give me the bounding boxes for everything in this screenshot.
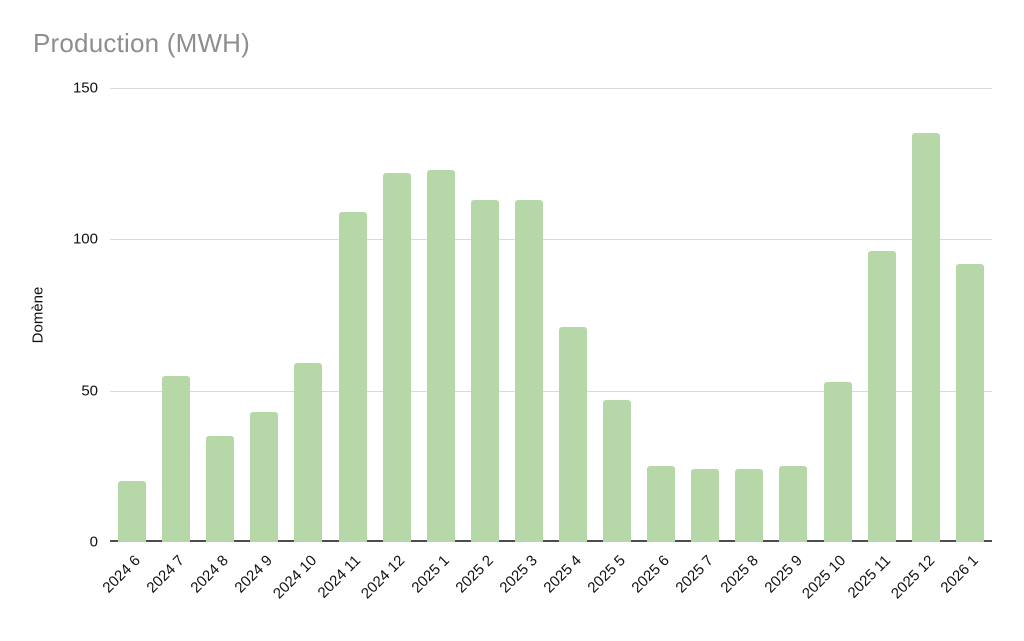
y-tick-label: 100: [72, 230, 98, 248]
x-tick-label: 2024 11: [314, 552, 365, 602]
bar-cell: [198, 88, 242, 542]
bar-cell: [948, 88, 992, 542]
bar-2026-1: [955, 263, 984, 542]
bar-cell: [330, 88, 374, 542]
bar-2025-12: [911, 133, 940, 542]
bar-cell: [551, 88, 595, 542]
bar-2025-3: [514, 200, 543, 542]
bar-cell: [816, 88, 860, 542]
bar-series: [110, 88, 992, 542]
x-tick-label: 2025 11: [844, 552, 894, 602]
bar-cell: [507, 88, 551, 542]
bar-2024-10: [294, 363, 323, 542]
gridline: [110, 390, 992, 392]
x-tick-label: 2024 12: [358, 552, 409, 603]
x-tick-label: 2025 8: [716, 552, 762, 597]
bar-cell: [639, 88, 683, 542]
x-tick-label: 2025 4: [540, 552, 586, 597]
bar-cell: [860, 88, 904, 542]
y-tick-label: 50: [81, 382, 98, 400]
x-tick-label: 2024 8: [187, 552, 233, 597]
x-tick-label: 2025 7: [672, 552, 718, 597]
bar-cell: [154, 88, 198, 542]
x-tick-label: 2025 1: [408, 552, 453, 597]
bar-2024-12: [382, 172, 411, 542]
x-tick-label: 2026 1: [937, 552, 982, 597]
bar-cell: [375, 88, 419, 542]
bar-cell: [595, 88, 639, 542]
chart-title: Production (MWH): [33, 28, 251, 58]
x-tick-label: 2024 7: [143, 552, 189, 597]
x-tick-label: 2025 12: [887, 552, 938, 603]
bar-2025-5: [603, 399, 632, 542]
bar-2025-6: [647, 466, 676, 542]
bar-cell: [727, 88, 771, 542]
x-axis-baseline: [110, 540, 992, 542]
bar-2024-9: [250, 411, 279, 542]
x-tick-label: 2024 6: [99, 552, 145, 597]
bar-cell: [242, 88, 286, 542]
bar-cell: [683, 88, 727, 542]
y-axis-title: Domène: [29, 286, 47, 344]
bar-2024-7: [162, 375, 191, 542]
x-tick-label: 2025 2: [452, 552, 497, 597]
gridline: [110, 88, 992, 89]
bar-2025-10: [823, 381, 852, 542]
x-tick-label: 2025 5: [584, 552, 630, 597]
bar-cell: [904, 88, 948, 542]
bar-cell: [419, 88, 463, 542]
bar-2025-11: [867, 251, 896, 542]
bar-2025-4: [558, 327, 587, 542]
x-tick-label: 2025 10: [799, 552, 850, 603]
bar-cell: [110, 88, 154, 542]
bar-cell: [463, 88, 507, 542]
gridline: [110, 239, 992, 241]
bar-cell: [286, 88, 330, 542]
plot-area: 0 50 100 150: [73, 80, 992, 551]
bar-2025-8: [735, 469, 764, 542]
y-tick-label: 0: [89, 533, 98, 551]
bar-2025-7: [691, 469, 720, 542]
x-tick-label: 2024 10: [270, 552, 321, 603]
y-tick-label: 150: [72, 79, 98, 97]
bar-2024-8: [206, 436, 235, 542]
bar-2024-6: [118, 481, 147, 542]
bar-2024-11: [338, 212, 367, 542]
bar-2025-2: [470, 200, 499, 542]
bar-2025-9: [779, 466, 808, 542]
x-axis-labels: 2024 6 2024 7 2024 8 2024 9 2024 10 2024 11 20…: [100, 542, 992, 632]
bar-2025-1: [426, 169, 455, 542]
x-tick-label: 2025 6: [628, 552, 674, 597]
x-tick-label: 2025 3: [496, 552, 541, 597]
bar-cell: [771, 88, 815, 542]
